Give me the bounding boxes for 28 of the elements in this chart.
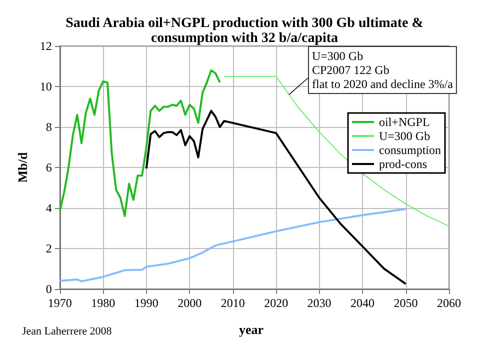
annotation: U=300 Gb CP2007 122 Gb flat to 2020 and decline 3%/a: [312, 49, 454, 91]
line-series: [58, 208, 407, 282]
x-tick-label: 1990: [134, 296, 158, 310]
x-tick-label: 2030: [307, 296, 332, 310]
x-tick-label: 2000: [178, 296, 202, 310]
x-tick-label: 2060: [437, 296, 461, 310]
y-tick-label: 0: [46, 282, 52, 296]
legend-label: consumption: [379, 143, 441, 157]
y-tick-label: 12: [40, 39, 52, 53]
legend-label: oil+NGPL: [379, 115, 430, 129]
text: Jean Laherrere 2008: [22, 326, 112, 338]
x-tick-label: 2010: [220, 296, 245, 310]
y-tick-label: 8: [46, 120, 52, 134]
y-tick-label: 4: [46, 201, 52, 215]
legend-label: U=300 Gb: [379, 129, 430, 143]
y-tick-label: 6: [46, 160, 52, 174]
x-tick-label: 2020: [264, 296, 288, 310]
legend-label: prod-cons: [379, 157, 428, 171]
x-tick-label: 2050: [394, 296, 418, 310]
x-tick-label: 1980: [91, 296, 116, 310]
y-tick-label: 10: [40, 80, 52, 94]
x-tick-label: 2040: [350, 296, 375, 310]
y-tick-label: 2: [46, 242, 52, 256]
y-axis-title: Mb/d: [15, 152, 30, 183]
line-series: [58, 69, 221, 218]
x-tick-label: 1970: [48, 296, 72, 310]
chart-title: Saudi Arabia oil+NGPL production with 300 Gb ultimate & consumption with 32 b/a/capita: [66, 16, 424, 46]
x-axis-title: year: [239, 322, 264, 337]
